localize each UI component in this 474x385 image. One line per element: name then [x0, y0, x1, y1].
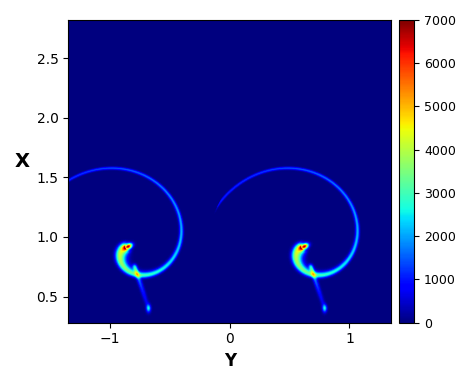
X-axis label: Y: Y: [224, 352, 236, 370]
Y-axis label: X: X: [15, 152, 30, 171]
